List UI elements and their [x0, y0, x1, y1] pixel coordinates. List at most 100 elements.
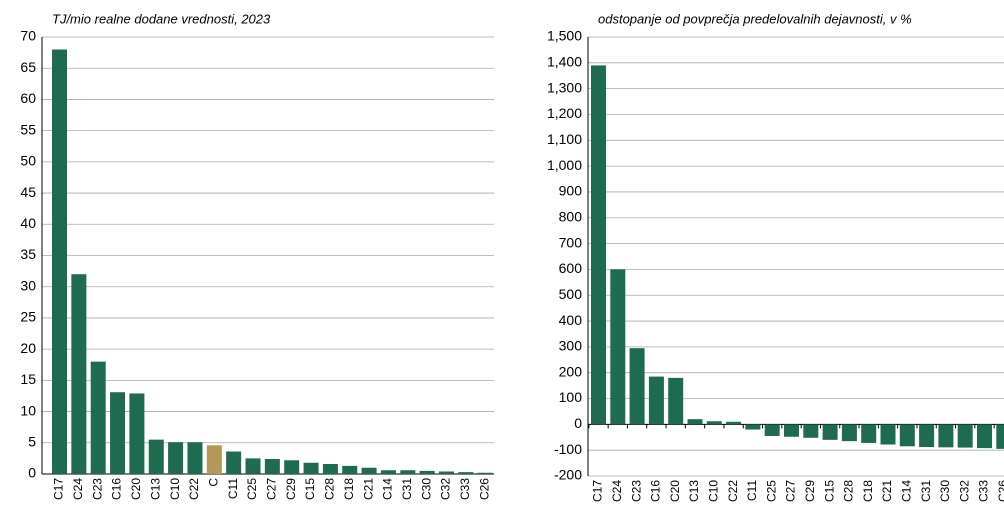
bar [706, 421, 722, 425]
bar [419, 470, 435, 474]
y-tick-label: 400 [559, 312, 583, 328]
y-tick-label: 1,200 [547, 105, 582, 121]
bar [938, 424, 954, 448]
x-tick-label: C31 [919, 480, 933, 502]
bar [110, 392, 126, 474]
bar [52, 49, 67, 474]
y-tick-label: 800 [559, 208, 583, 224]
y-tick-label: 100 [559, 389, 583, 405]
x-tick-label: C29 [284, 478, 298, 500]
bar [322, 464, 338, 474]
x-tick-label: C14 [381, 478, 395, 500]
bar [880, 424, 896, 445]
y-tick-label: 30 [20, 277, 36, 293]
x-tick-label: C14 [899, 480, 913, 502]
bar [957, 424, 973, 448]
bar [668, 377, 684, 425]
x-tick-label: C32 [439, 478, 453, 500]
y-tick-label: 5 [28, 433, 36, 449]
x-tick-label: C13 [148, 478, 162, 500]
y-tick-label: 0 [574, 415, 582, 431]
x-tick-label: C10 [706, 480, 720, 502]
x-tick-label: C27 [784, 480, 798, 502]
x-tick-label: C31 [400, 478, 414, 500]
bar [245, 458, 261, 474]
bar [187, 442, 203, 474]
x-tick-label: C17 [591, 480, 605, 502]
y-tick-label: 55 [20, 121, 36, 137]
chart-title: TJ/mio realne dodane vrednosti, 2023 [52, 11, 271, 26]
bar [90, 361, 106, 474]
x-tick-label: C21 [361, 478, 375, 500]
x-tick-label: C15 [822, 480, 836, 502]
bar [361, 467, 377, 474]
bar [439, 471, 454, 474]
x-tick-label: C20 [668, 480, 682, 502]
y-tick-label: 1,000 [547, 157, 582, 173]
x-tick-label: C21 [880, 480, 894, 502]
x-tick-label: C28 [842, 480, 856, 502]
x-tick-label: C10 [168, 478, 182, 500]
bar [129, 393, 145, 474]
bar [148, 439, 164, 474]
x-tick-label: C18 [342, 478, 356, 500]
x-tick-label: C15 [303, 478, 317, 500]
bar [477, 472, 493, 474]
y-tick-label: 600 [559, 260, 583, 276]
x-tick-label: C27 [265, 478, 279, 500]
bar [380, 470, 396, 474]
bar [206, 445, 222, 474]
x-tick-label: C25 [764, 480, 778, 502]
y-tick-label: 700 [559, 234, 583, 250]
x-tick-label: C25 [245, 478, 259, 500]
bar [919, 424, 935, 448]
x-tick-label: C26 [477, 478, 491, 500]
x-tick-label: C33 [458, 478, 472, 500]
x-tick-label: C28 [323, 478, 337, 500]
y-tick-label: 0 [28, 465, 36, 481]
bar [400, 470, 416, 474]
bar [841, 424, 857, 442]
x-tick-label: C20 [129, 478, 143, 500]
y-tick-label: -100 [554, 441, 582, 457]
y-tick-label: 60 [20, 90, 36, 106]
bar [168, 442, 184, 474]
bar [687, 419, 703, 425]
y-tick-label: 1,100 [547, 131, 582, 147]
x-tick-label: C11 [745, 480, 759, 501]
x-tick-label: C32 [957, 480, 971, 502]
bar [784, 424, 799, 437]
y-tick-label: 15 [20, 371, 36, 387]
x-tick-label: C22 [726, 480, 740, 502]
y-tick-label: 20 [20, 340, 36, 356]
x-tick-label: C26 [996, 480, 1004, 502]
x-tick-label: C [206, 478, 220, 487]
y-tick-label: 50 [20, 153, 36, 169]
y-tick-label: 35 [20, 246, 36, 262]
bar [303, 462, 319, 474]
y-tick-label: 70 [20, 28, 36, 44]
y-tick-label: 45 [20, 184, 36, 200]
y-tick-label: 1,500 [547, 28, 582, 44]
x-tick-label: C30 [419, 478, 433, 500]
chart-title: odstopanje od povprečja predelovalnih de… [598, 11, 912, 26]
bar [861, 424, 877, 443]
x-tick-label: C30 [938, 480, 952, 502]
bar [977, 424, 992, 449]
y-tick-label: -200 [554, 467, 582, 483]
bar [648, 376, 664, 425]
x-tick-label: C23 [629, 480, 643, 502]
bar [610, 269, 626, 425]
y-tick-label: 1,400 [547, 54, 582, 70]
bar [629, 348, 645, 425]
bar [591, 65, 606, 425]
x-tick-label: C18 [861, 480, 875, 502]
x-tick-label: C16 [649, 480, 663, 502]
bar [726, 421, 742, 425]
x-tick-label: C24 [610, 480, 624, 502]
x-tick-label: C23 [90, 478, 104, 500]
x-tick-label: C16 [110, 478, 124, 500]
bar [996, 424, 1004, 449]
y-tick-label: 25 [20, 309, 36, 325]
bar [342, 465, 358, 474]
